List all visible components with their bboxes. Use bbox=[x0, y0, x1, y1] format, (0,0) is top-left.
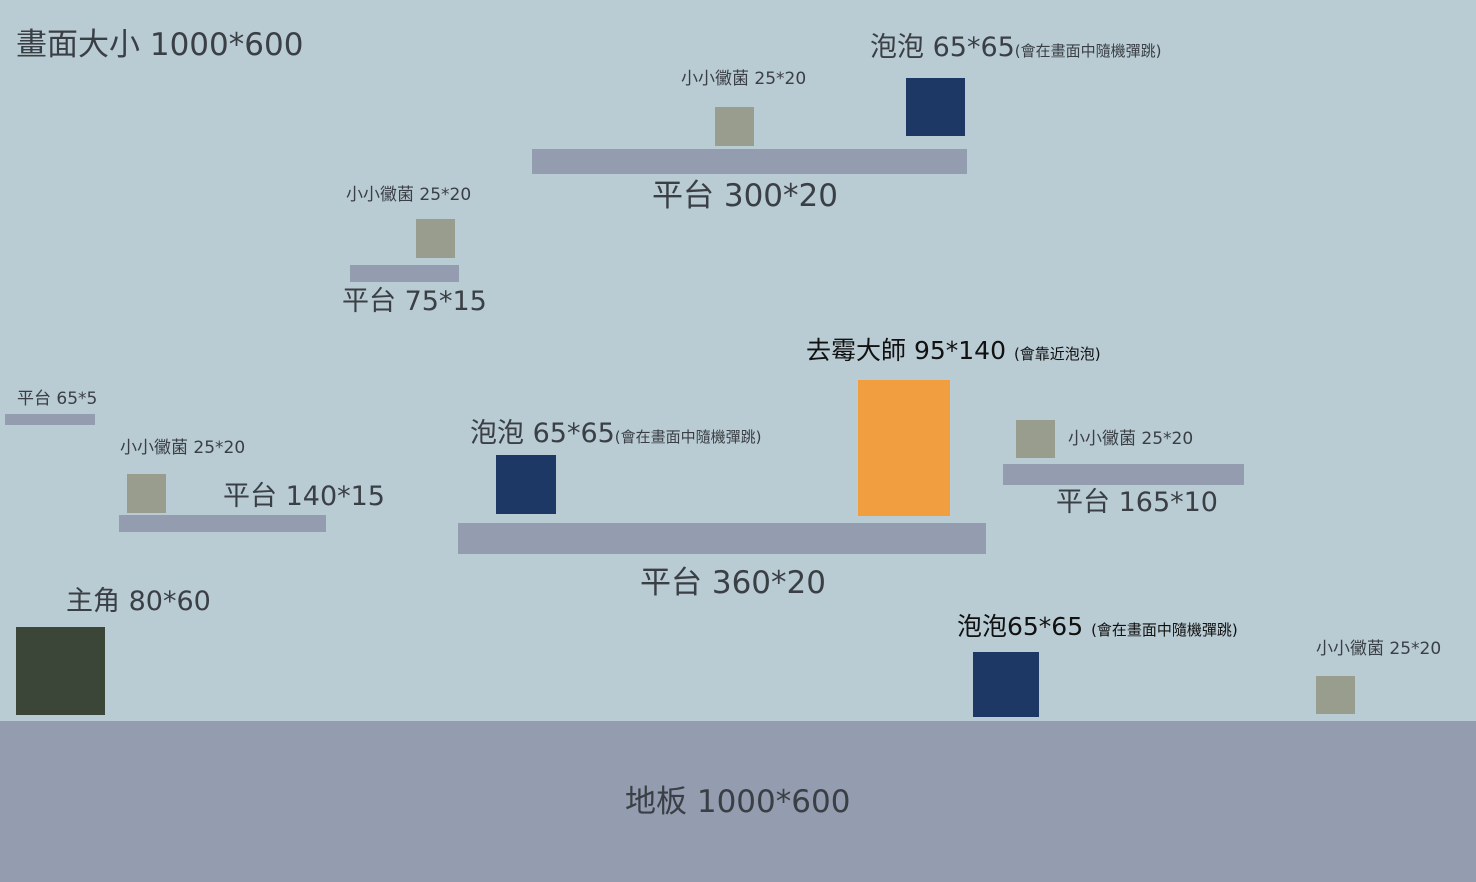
bubble-block-top bbox=[906, 78, 965, 136]
germ-block-bottom bbox=[1316, 676, 1355, 714]
germ-label-bottom: 小小黴菌 25*20 bbox=[1316, 639, 1442, 659]
bubble-mid-title: 泡泡 65*65 bbox=[470, 418, 615, 449]
platform-65-label: 平台 65*5 bbox=[17, 389, 98, 409]
germ-label-p75: 小小黴菌 25*20 bbox=[346, 185, 472, 205]
platform-360 bbox=[458, 523, 986, 554]
germ-label-p140: 小小黴菌 25*20 bbox=[120, 438, 246, 458]
germ-block-p75 bbox=[416, 219, 455, 258]
hero-label: 主角 80*60 bbox=[66, 586, 211, 617]
bubble-bottom-title: 泡泡65*65 bbox=[957, 612, 1084, 641]
bubble-bottom-note: (會在畫面中隨機彈跳) bbox=[1091, 621, 1238, 639]
germ-block-p140 bbox=[127, 474, 166, 513]
bubble-bottom-label: 泡泡65*65 (會在畫面中隨機彈跳) bbox=[957, 614, 1238, 639]
bubble-mid-note: (會在畫面中隨機彈跳) bbox=[614, 428, 762, 446]
germ-block-top bbox=[715, 107, 754, 146]
platform-75-label: 平台 75*15 bbox=[342, 286, 487, 317]
platform-75 bbox=[350, 265, 459, 282]
floor bbox=[0, 721, 1476, 882]
bubble-top-note: (會在畫面中隨機彈跳) bbox=[1014, 42, 1162, 60]
platform-300 bbox=[532, 149, 967, 174]
platform-165-label: 平台 165*10 bbox=[1056, 487, 1218, 518]
master-label: 去霉大師 95*140 (會靠近泡泡) bbox=[806, 338, 1101, 363]
hero-block bbox=[16, 627, 105, 715]
screen-size-label: 畫面大小 1000*600 bbox=[16, 27, 304, 63]
bubble-block-bottom bbox=[973, 652, 1039, 717]
platform-360-label: 平台 360*20 bbox=[640, 565, 826, 601]
master-block bbox=[858, 380, 950, 516]
bubble-top-title: 泡泡 65*65 bbox=[870, 32, 1015, 63]
platform-300-label: 平台 300*20 bbox=[652, 178, 838, 214]
platform-65 bbox=[5, 414, 95, 425]
platform-165 bbox=[1003, 464, 1244, 485]
bubble-block-mid bbox=[496, 455, 556, 514]
germ-label-top: 小小黴菌 25*20 bbox=[681, 69, 807, 89]
bubble-top-label: 泡泡 65*65(會在畫面中隨機彈跳) bbox=[870, 34, 1162, 61]
platform-140-label: 平台 140*15 bbox=[223, 481, 385, 512]
germ-block-p165 bbox=[1016, 420, 1055, 458]
master-title: 去霉大師 95*140 bbox=[806, 336, 1006, 365]
floor-label: 地板 1000*600 bbox=[625, 784, 851, 820]
germ-label-p165: 小小黴菌 25*20 bbox=[1068, 429, 1194, 449]
bubble-mid-label: 泡泡 65*65(會在畫面中隨機彈跳) bbox=[470, 420, 762, 447]
platform-140 bbox=[119, 515, 326, 532]
master-note: (會靠近泡泡) bbox=[1013, 345, 1101, 363]
